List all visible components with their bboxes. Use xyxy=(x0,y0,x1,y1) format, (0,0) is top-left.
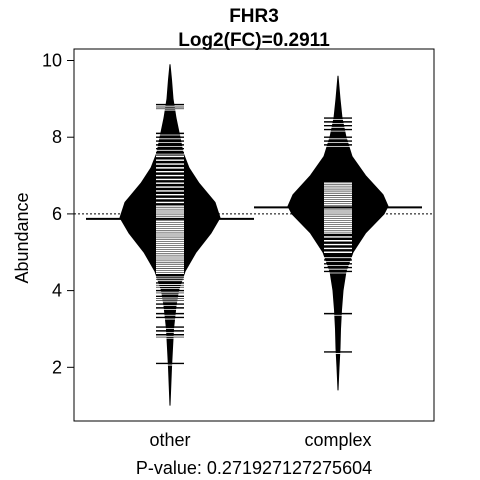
chart-subtitle: Log2(FC)=0.2911 xyxy=(178,30,330,51)
x-tick-label-other: other xyxy=(149,430,190,450)
x-tick-label-complex: complex xyxy=(304,430,371,450)
x-axis-label: P-value: 0.271927127275604 xyxy=(136,458,372,478)
y-tick-label: 10 xyxy=(42,51,62,71)
y-tick-label: 2 xyxy=(52,357,62,377)
y-tick-label: 4 xyxy=(52,281,62,301)
beans-layer xyxy=(74,64,434,406)
y-axis: 2 4 6 8 10 xyxy=(42,51,75,377)
y-axis-label: Abundance xyxy=(12,192,32,283)
chart-title: FHR3 xyxy=(229,6,279,27)
plot-frame xyxy=(73,48,435,422)
y-tick-label: 8 xyxy=(52,127,62,147)
y-tick-label: 6 xyxy=(52,204,62,224)
